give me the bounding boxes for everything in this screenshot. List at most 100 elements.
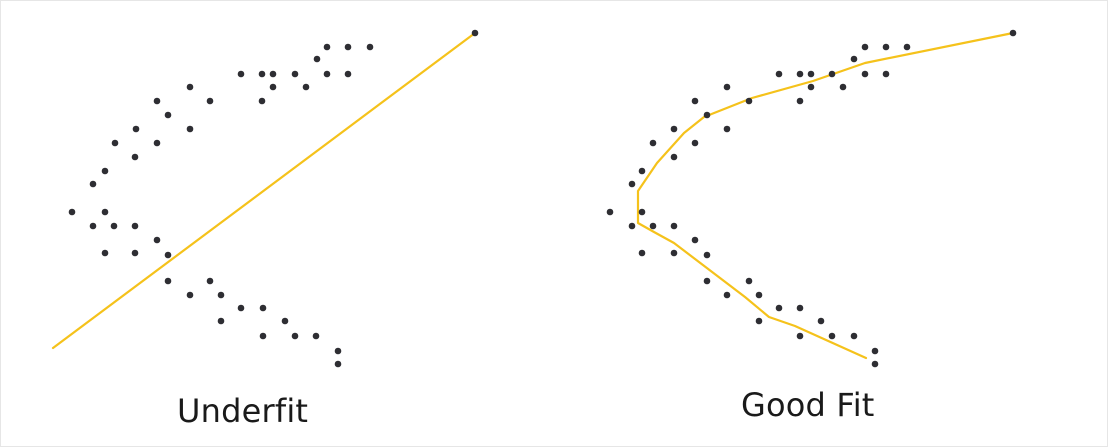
good-fit-data-point — [861, 70, 869, 78]
underfit-fit-line — [51, 31, 477, 350]
underfit-data-point — [68, 208, 76, 216]
underfit-data-point — [206, 277, 214, 285]
underfit-data-point — [366, 43, 374, 51]
underfit-chart — [51, 29, 479, 368]
good-fit-chart — [606, 29, 1017, 368]
good-fit-data-point — [670, 222, 678, 230]
underfit-data-point — [334, 347, 342, 355]
good-fit-data-point — [703, 251, 711, 259]
underfit-data-point — [206, 97, 214, 105]
good-fit-data-point — [796, 304, 804, 312]
good-fit-data-point — [691, 139, 699, 147]
underfit-data-point — [312, 332, 320, 340]
good-fit-data-point — [638, 167, 646, 175]
underfit-data-point — [131, 222, 139, 230]
good-fit-data-point — [839, 83, 847, 91]
good-fit-data-point — [882, 43, 890, 51]
underfit-data-point — [89, 180, 97, 188]
good-fit-data-point — [670, 153, 678, 161]
underfit-data-point — [258, 70, 266, 78]
good-fit-data-point — [649, 222, 657, 230]
underfit-data-point — [259, 332, 267, 340]
good-fit-data-point — [703, 277, 711, 285]
underfit-data-point — [259, 304, 267, 312]
good-fit-data-point — [828, 70, 836, 78]
underfit-data-point — [471, 29, 479, 37]
underfit-data-point — [344, 43, 352, 51]
good-fit-data-point — [723, 83, 731, 91]
good-fit-data-point — [807, 83, 815, 91]
good-fit-data-point — [796, 70, 804, 78]
underfit-data-point — [111, 139, 119, 147]
good-fit-data-point — [828, 332, 836, 340]
good-fit-data-point — [670, 125, 678, 133]
underfit-data-point — [164, 251, 172, 259]
underfit-data-point — [89, 222, 97, 230]
underfit-data-point — [217, 291, 225, 299]
good-fit-data-point — [670, 249, 678, 257]
good-fit-data-point — [755, 317, 763, 325]
good-fit-fit-line — [636, 31, 1015, 360]
good-fit-data-point — [807, 70, 815, 78]
good-fit-data-point — [638, 208, 646, 216]
underfit-data-point — [101, 167, 109, 175]
good-fit-data-point — [691, 236, 699, 244]
underfit-data-point — [153, 236, 161, 244]
good-fit-data-point — [691, 97, 699, 105]
underfit-data-point — [186, 125, 194, 133]
underfit-data-point — [291, 70, 299, 78]
good-fit-data-point — [703, 111, 711, 119]
good-fit-data-point — [628, 180, 636, 188]
underfit-data-point — [291, 332, 299, 340]
good-fit-data-point — [723, 125, 731, 133]
good-fit-data-point — [796, 332, 804, 340]
underfit-data-point — [110, 222, 118, 230]
underfit-data-point — [101, 208, 109, 216]
underfit-data-point — [281, 317, 289, 325]
underfit-data-point — [186, 291, 194, 299]
underfit-label: Underfit — [177, 392, 309, 430]
underfit-data-point — [237, 70, 245, 78]
underfit-data-point — [131, 249, 139, 257]
good-fit-data-point — [606, 208, 614, 216]
good-fit-data-point — [775, 70, 783, 78]
underfit-data-point — [131, 153, 139, 161]
underfit-data-point — [323, 43, 331, 51]
good-fit-data-point — [628, 222, 636, 230]
underfit-data-point — [164, 277, 172, 285]
underfit-data-point — [164, 111, 172, 119]
good-fit-data-point — [882, 70, 890, 78]
good-fit-data-point — [755, 291, 763, 299]
good-fit-data-point — [649, 139, 657, 147]
good-fit-data-point — [861, 43, 869, 51]
underfit-data-point — [101, 249, 109, 257]
underfit-data-point — [344, 70, 352, 78]
good-fit-data-point — [871, 347, 879, 355]
underfit-data-point — [153, 139, 161, 147]
underfit-data-point — [269, 83, 277, 91]
underfit-data-point — [323, 70, 331, 78]
good-fit-label: Good Fit — [741, 386, 875, 424]
good-fit-data-point — [723, 291, 731, 299]
good-fit-data-point — [796, 97, 804, 105]
good-fit-data-point — [850, 55, 858, 63]
good-fit-data-point — [775, 304, 783, 312]
underfit-data-point — [258, 97, 266, 105]
good-fit-data-point — [817, 317, 825, 325]
good-fit-data-point — [1009, 29, 1017, 37]
underfit-data-point — [217, 317, 225, 325]
underfit-data-point — [302, 83, 310, 91]
underfit-data-point — [186, 83, 194, 91]
good-fit-data-point — [638, 249, 646, 257]
good-fit-data-point — [903, 43, 911, 51]
underfit-data-point — [269, 70, 277, 78]
underfit-data-point — [313, 55, 321, 63]
good-fit-data-point — [745, 97, 753, 105]
good-fit-data-point — [745, 277, 753, 285]
underfit-data-point — [132, 125, 140, 133]
underfit-data-point — [334, 360, 342, 368]
good-fit-data-point — [871, 360, 879, 368]
underfit-data-point — [237, 304, 245, 312]
